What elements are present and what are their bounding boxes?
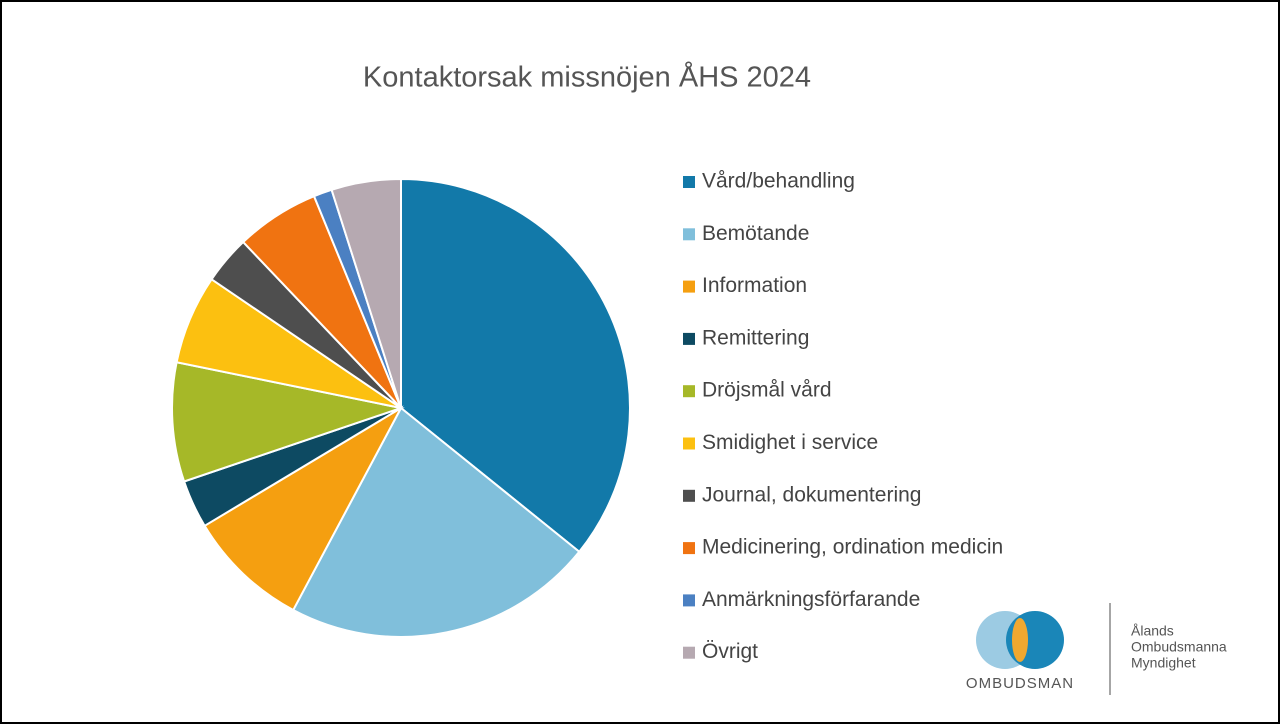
legend-label: Vård/behandling (702, 170, 855, 193)
pie-slice (171, 361, 405, 483)
legend-label: Anmärkningsförfarande (702, 588, 920, 611)
legend-label: Remittering (702, 326, 809, 349)
legend-label: Journal, dokumentering (702, 483, 921, 506)
logo: OMBUDSMAN Ålands Ombudsmanna Myndighet (966, 603, 1227, 695)
legend-label: Smidighet i service (702, 431, 878, 454)
logo-text: Ålands (1131, 623, 1174, 639)
logo-brand: OMBUDSMAN (966, 675, 1074, 692)
legend-label: Bemötande (702, 222, 809, 245)
legend-label: Övrigt (702, 640, 758, 663)
legend-swatch (683, 594, 695, 607)
legend-label: Medicinering, ordination medicin (702, 536, 1003, 559)
pie-slice (203, 405, 404, 612)
chart-title: Kontaktorsak missnöjen ÅHS 2024 (363, 61, 811, 94)
pie-slice (400, 177, 631, 554)
legend-swatch (683, 542, 695, 555)
legend-swatch (683, 280, 695, 293)
legend-label: Information (702, 274, 807, 297)
legend-swatch (683, 385, 695, 398)
logo-text: Ombudsmanna (1131, 639, 1227, 655)
logo-text: Myndighet (1131, 655, 1196, 671)
legend-swatch (683, 176, 695, 188)
legend-label: Dröjsmål vård (702, 379, 832, 402)
legend-swatch (683, 489, 695, 502)
pie-slice (291, 406, 581, 638)
pie-slice (330, 177, 402, 409)
legend-swatch (683, 228, 695, 241)
legend-swatch (683, 332, 695, 345)
legend-swatch (683, 646, 695, 659)
legend-swatch (683, 437, 695, 450)
logo-overlap (1012, 618, 1028, 662)
